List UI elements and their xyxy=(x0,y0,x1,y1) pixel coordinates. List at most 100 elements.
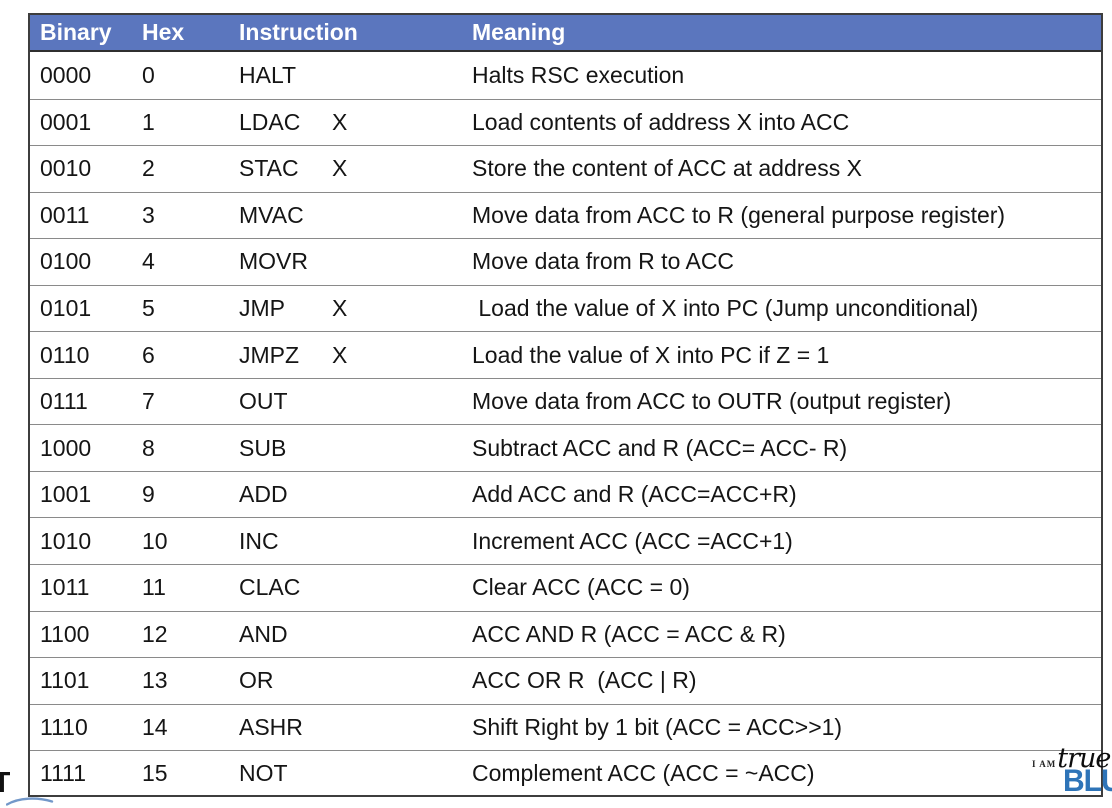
true-blue-logo: I AM true BLUE xyxy=(1032,743,1112,799)
instruction-mnemonic: STAC xyxy=(239,155,299,182)
instruction-mnemonic: OR xyxy=(239,667,274,694)
cell-meaning: Subtract ACC and R (ACC= ACC- R) xyxy=(472,434,848,461)
cell-hex: 0 xyxy=(142,61,155,88)
partial-letter-glyph: T xyxy=(0,767,10,799)
table-row: 1001 9 ADD Add ACC and R (ACC=ACC+R) xyxy=(30,470,1101,518)
instruction-mnemonic: ASHR xyxy=(239,713,303,740)
cell-meaning: Store the content of ACC at address X xyxy=(472,155,862,182)
table-row: 0001 1 LDAC X Load contents of address X… xyxy=(30,98,1101,146)
table-body: 0000 0 HALT Halts RSC execution 0001 1 L… xyxy=(30,52,1101,797)
cell-binary: 0001 xyxy=(40,108,92,135)
cell-hex: 2 xyxy=(142,155,155,182)
instruction-mnemonic: JMPZ xyxy=(239,341,300,368)
header-meaning: Meaning xyxy=(472,19,566,45)
cell-instruction: JMP X xyxy=(232,295,462,322)
instruction-mnemonic: LDAC xyxy=(239,108,301,135)
cell-instruction: AND xyxy=(232,621,462,648)
instruction-mnemonic: HALT xyxy=(239,61,297,88)
cell-binary: 0010 xyxy=(40,155,92,182)
cell-meaning: Shift Right by 1 bit (ACC = ACC>>1) xyxy=(472,713,843,740)
instruction-operand: X xyxy=(332,295,348,321)
cell-binary: 1110 xyxy=(40,713,88,740)
header-instruction: Instruction xyxy=(239,19,358,45)
cell-binary: 1101 xyxy=(40,667,90,694)
cell-hex: 1 xyxy=(142,108,155,135)
cell-instruction: SUB xyxy=(232,435,462,462)
header-hex: Hex xyxy=(142,19,185,45)
cell-meaning: Load the value of X into PC (Jump uncond… xyxy=(472,295,979,321)
header-binary: Binary xyxy=(40,19,112,45)
cell-instruction: ASHR xyxy=(232,714,462,741)
table-row: 0101 5 JMP X Load the value of X into PC… xyxy=(30,284,1101,332)
cell-binary: 1111 xyxy=(40,760,87,787)
cell-binary: 1010 xyxy=(40,527,92,554)
cell-instruction: MOVR xyxy=(232,248,462,275)
instruction-mnemonic: CLAC xyxy=(239,574,301,601)
instruction-mnemonic: ADD xyxy=(239,481,288,508)
cell-binary: 0110 xyxy=(40,341,90,368)
cell-hex: 14 xyxy=(142,713,168,740)
cell-binary: 1100 xyxy=(40,620,90,647)
cell-instruction: LDAC X xyxy=(232,109,462,136)
table-row: 1000 8 SUB Subtract ACC and R (ACC= ACC-… xyxy=(30,424,1101,471)
cell-meaning: Load the value of X into PC if Z = 1 xyxy=(472,341,830,368)
cell-meaning: ACC OR R (ACC | R) xyxy=(472,667,697,694)
instruction-operand: X xyxy=(332,108,348,135)
logo-blue-text: BLUE xyxy=(1063,763,1112,799)
cell-hex: 15 xyxy=(142,760,168,787)
swoosh-icon xyxy=(6,797,54,806)
cell-instruction: NOT xyxy=(232,760,462,787)
table-row: 1111 15 NOT Complement ACC (ACC = ~ACC) xyxy=(30,750,1101,797)
table-header-row: Binary Hex Instruction Meaning xyxy=(30,15,1101,52)
cell-hex: 8 xyxy=(142,434,155,461)
cell-binary: 1011 xyxy=(40,574,90,601)
cell-hex: 4 xyxy=(142,248,155,275)
cell-meaning: Clear ACC (ACC = 0) xyxy=(472,574,690,601)
cell-instruction: INC xyxy=(232,528,462,555)
instruction-operand: X xyxy=(332,341,348,368)
cell-hex: 7 xyxy=(142,388,155,415)
cell-meaning: Move data from R to ACC xyxy=(472,248,735,275)
cell-hex: 13 xyxy=(142,667,168,694)
table-row: 0100 4 MOVR Move data from R to ACC xyxy=(30,238,1101,285)
cell-binary: 0000 xyxy=(40,61,92,88)
logo-i-am-text: I AM xyxy=(1032,759,1057,769)
instruction-operand: X xyxy=(332,155,348,182)
instruction-mnemonic: MVAC xyxy=(239,201,304,228)
table-row: 0000 0 HALT Halts RSC execution xyxy=(30,52,1101,99)
table-row: 1010 10 INC Increment ACC (ACC =ACC+1) xyxy=(30,517,1101,564)
instruction-mnemonic: SUB xyxy=(239,434,287,461)
cell-hex: 10 xyxy=(142,527,168,554)
cell-meaning: Complement ACC (ACC = ~ACC) xyxy=(472,760,815,787)
cell-instruction: JMPZ X xyxy=(232,342,462,369)
table-row: 1110 14 ASHR Shift Right by 1 bit (ACC =… xyxy=(30,703,1101,751)
instruction-mnemonic: INC xyxy=(239,527,279,554)
instruction-mnemonic: AND xyxy=(239,620,288,647)
cell-binary: 1001 xyxy=(40,481,92,508)
cell-instruction: CLAC xyxy=(232,574,462,601)
instruction-mnemonic: MOVR xyxy=(239,248,308,275)
cell-instruction: STAC X xyxy=(232,155,462,182)
cell-hex: 6 xyxy=(142,341,155,368)
instruction-mnemonic: OUT xyxy=(239,388,288,415)
cell-binary: 0111 xyxy=(40,388,88,415)
cell-meaning: Halts RSC execution xyxy=(472,61,685,88)
cell-meaning: Move data from ACC to OUTR (output regis… xyxy=(472,388,952,415)
instruction-set-table: Binary Hex Instruction Meaning 0000 0 HA… xyxy=(28,13,1103,797)
table-row: 1101 13 OR ACC OR R (ACC | R) xyxy=(30,657,1101,704)
instruction-mnemonic: JMP xyxy=(239,295,285,321)
cell-binary: 1000 xyxy=(40,434,92,461)
cell-instruction: OUT xyxy=(232,388,462,415)
table-row: 0111 7 OUT Move data from ACC to OUTR (o… xyxy=(30,377,1101,425)
instruction-mnemonic: NOT xyxy=(239,760,288,787)
cell-hex: 11 xyxy=(142,574,166,601)
cell-instruction: ADD xyxy=(232,481,462,508)
cell-meaning: Move data from ACC to R (general purpose… xyxy=(472,201,1006,228)
logo-line-1: I AM true xyxy=(1032,743,1112,774)
table-row: 0110 6 JMPZ X Load the value of X into P… xyxy=(30,331,1101,378)
cell-binary: 0101 xyxy=(40,295,92,321)
cell-meaning: ACC AND R (ACC = ACC & R) xyxy=(472,620,786,647)
logo-true-text: true xyxy=(1057,743,1111,774)
cell-binary: 0011 xyxy=(40,201,90,228)
